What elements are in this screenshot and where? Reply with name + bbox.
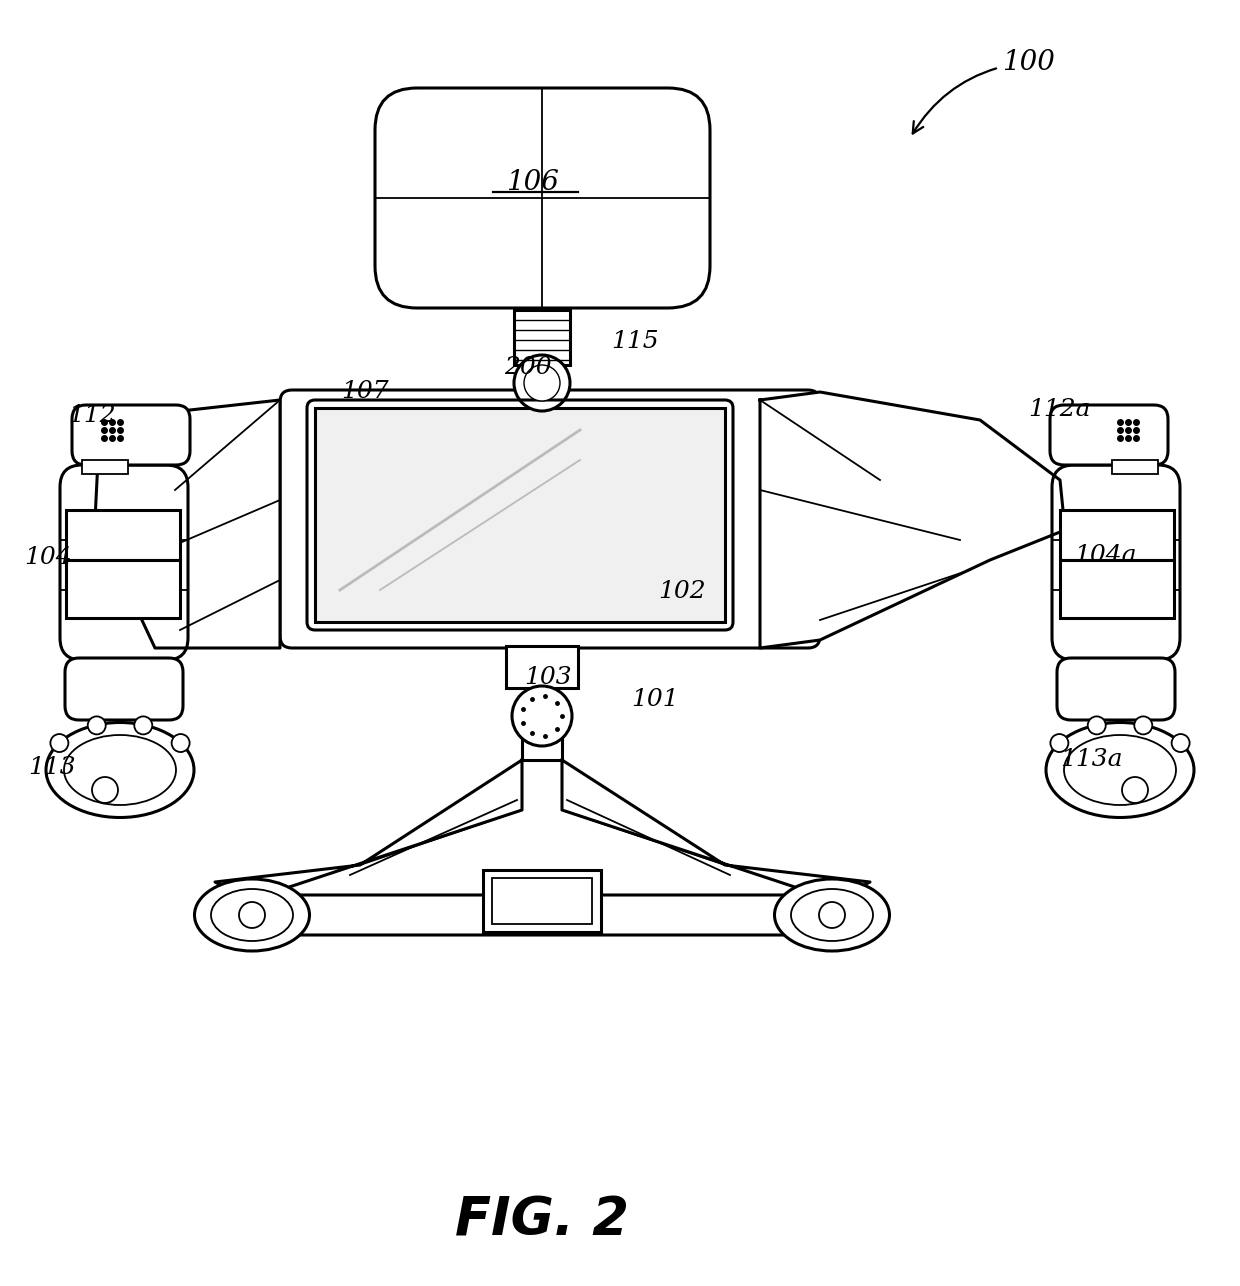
Circle shape — [171, 734, 190, 752]
FancyBboxPatch shape — [1050, 405, 1168, 466]
Ellipse shape — [64, 736, 176, 805]
FancyBboxPatch shape — [60, 466, 188, 660]
Circle shape — [818, 901, 844, 928]
FancyBboxPatch shape — [64, 658, 184, 720]
Text: 104a: 104a — [1074, 544, 1136, 567]
Bar — [1112, 460, 1158, 475]
Ellipse shape — [195, 880, 310, 952]
Circle shape — [1172, 734, 1189, 752]
Text: 200: 200 — [505, 356, 552, 379]
Polygon shape — [95, 400, 280, 648]
Bar — [315, 408, 725, 622]
Ellipse shape — [211, 889, 293, 941]
Bar — [1060, 559, 1174, 619]
Ellipse shape — [775, 880, 889, 952]
Circle shape — [134, 716, 153, 734]
FancyBboxPatch shape — [210, 895, 875, 935]
Circle shape — [1122, 777, 1148, 802]
Text: 113a: 113a — [1060, 748, 1123, 772]
Text: 104: 104 — [25, 547, 72, 570]
Text: 112: 112 — [68, 404, 115, 427]
Circle shape — [512, 685, 572, 746]
Bar — [515, 310, 570, 365]
Text: 100: 100 — [913, 49, 1054, 134]
Bar — [492, 878, 591, 925]
Text: 115: 115 — [611, 331, 658, 354]
Text: FIG. 2: FIG. 2 — [455, 1193, 629, 1246]
Circle shape — [92, 777, 118, 802]
Ellipse shape — [1047, 723, 1194, 818]
Circle shape — [88, 716, 105, 734]
Bar — [522, 714, 562, 760]
Ellipse shape — [1064, 736, 1176, 805]
FancyBboxPatch shape — [374, 87, 711, 309]
Bar — [484, 871, 601, 932]
Text: 102: 102 — [658, 580, 706, 603]
Bar — [66, 511, 180, 559]
Polygon shape — [760, 392, 1065, 648]
Ellipse shape — [791, 889, 873, 941]
Bar — [1060, 511, 1174, 559]
Text: 113: 113 — [29, 756, 76, 779]
FancyBboxPatch shape — [1052, 466, 1180, 660]
Circle shape — [51, 734, 68, 752]
Text: 103: 103 — [525, 666, 572, 689]
FancyBboxPatch shape — [1056, 658, 1176, 720]
FancyBboxPatch shape — [72, 405, 190, 466]
Circle shape — [515, 355, 570, 412]
Circle shape — [1087, 716, 1106, 734]
Ellipse shape — [46, 723, 193, 818]
Text: 112a: 112a — [1029, 399, 1091, 422]
Circle shape — [239, 901, 265, 928]
Text: 107: 107 — [341, 381, 389, 404]
Circle shape — [525, 365, 560, 401]
Bar — [66, 559, 180, 619]
Text: 106: 106 — [506, 170, 558, 197]
Text: 101: 101 — [631, 688, 678, 711]
Bar — [506, 646, 578, 688]
FancyBboxPatch shape — [280, 390, 820, 648]
Circle shape — [1050, 734, 1069, 752]
Circle shape — [1135, 716, 1152, 734]
Polygon shape — [562, 760, 870, 900]
Bar — [82, 460, 128, 475]
Polygon shape — [215, 760, 522, 900]
